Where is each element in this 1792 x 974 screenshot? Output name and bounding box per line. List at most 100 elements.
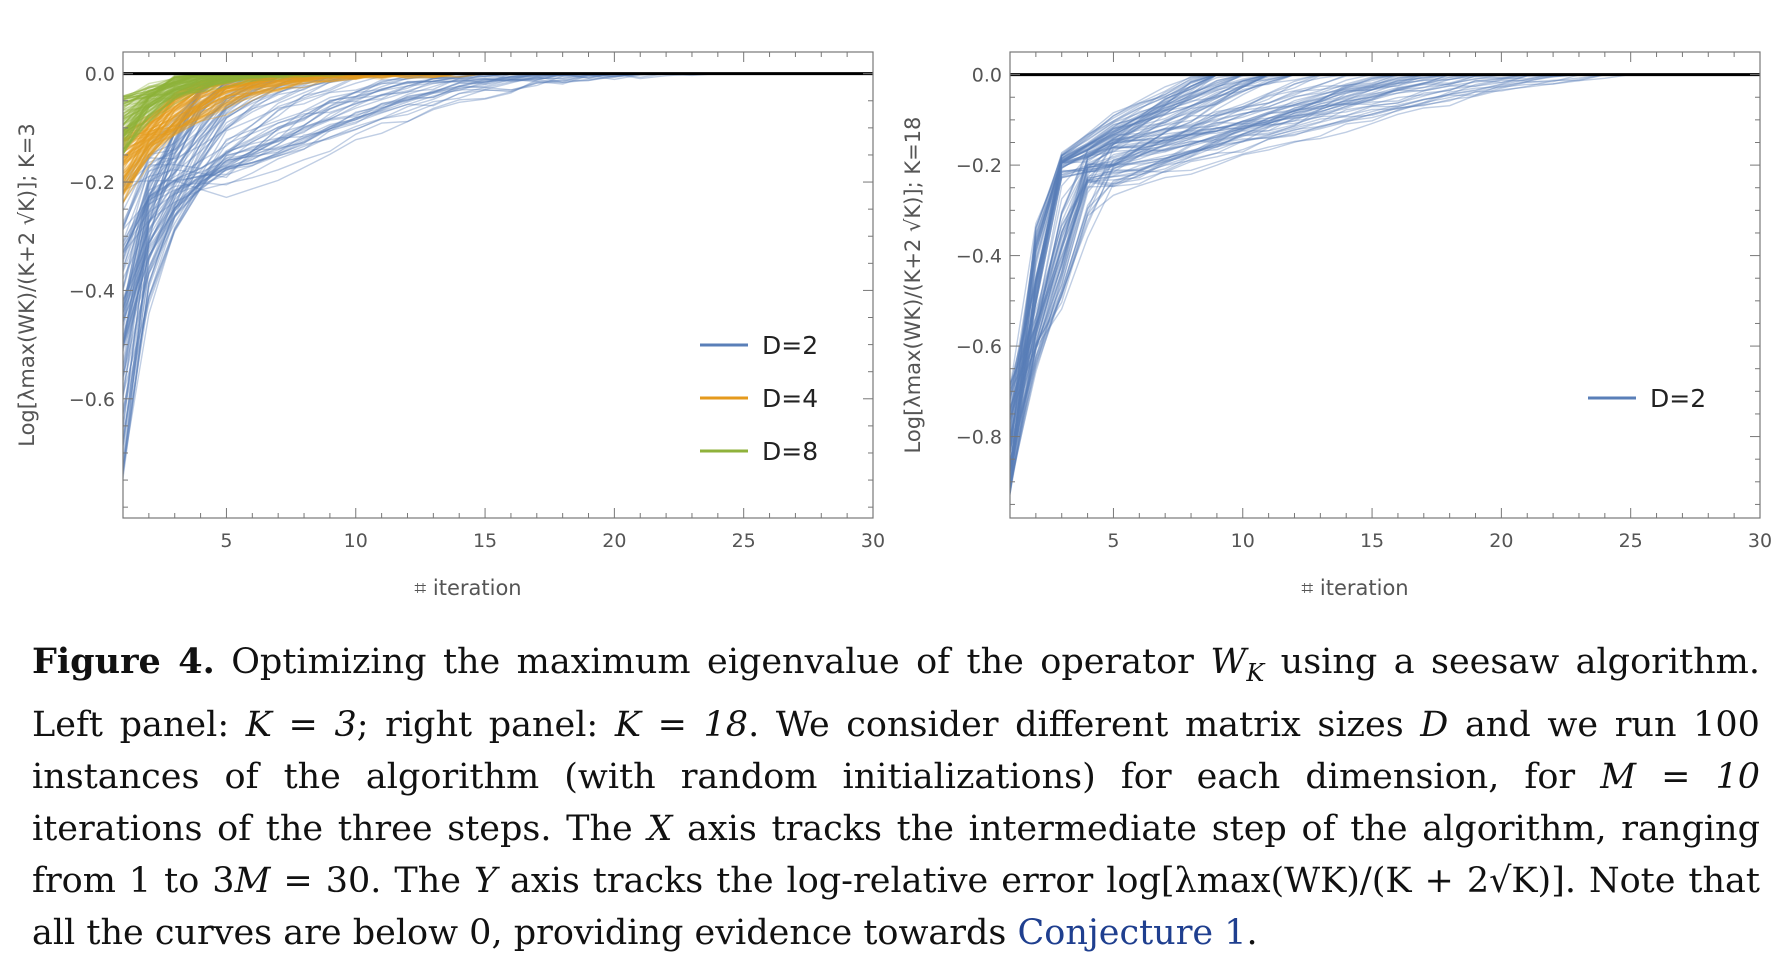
series-line-D=2	[123, 73, 873, 344]
series-line-D=2	[123, 73, 873, 436]
caption-math-m: M	[234, 861, 271, 901]
x-tick-label: 30	[861, 530, 885, 552]
series-line-D=2	[123, 72, 873, 302]
caption-math-y: Y	[473, 861, 498, 901]
series-line-D=2	[123, 73, 873, 440]
series-line-D=2	[123, 73, 873, 415]
caption-text: . Note that all the curves are below 0, …	[32, 861, 1760, 953]
y-tick-label: −0.4	[69, 280, 115, 302]
series-line-D=2	[123, 72, 873, 349]
y-axis-title: Log[λmax(WK)/(K+2 √K)]; K=18	[901, 117, 925, 454]
series-line-D=2	[123, 73, 873, 464]
series-line-D=2	[123, 73, 873, 348]
caption-text: .	[1246, 913, 1258, 953]
x-tick-label: 10	[1231, 530, 1255, 552]
y-tick-label: −0.6	[69, 389, 115, 411]
caption-text: using a seesaw algorithm. Left panel:	[32, 642, 1760, 745]
series-line-D=2	[123, 73, 873, 413]
series-line-D=2	[123, 73, 873, 347]
x-tick-label: 15	[473, 530, 497, 552]
series-line-D=2	[123, 73, 873, 347]
y-tick-label: −0.2	[956, 155, 1002, 177]
series-line-D=2	[123, 73, 873, 301]
caption-math-x: X	[647, 809, 673, 849]
plot-frame	[1009, 51, 1761, 519]
series-line-D=2	[123, 73, 873, 446]
series-line-D=2	[123, 73, 873, 341]
series-line-D=2	[123, 73, 873, 471]
caption-text: axis tracks the log-relative error	[510, 861, 1094, 901]
y-tick-label: −0.8	[956, 427, 1002, 449]
series-D=2	[123, 72, 873, 479]
caption-text: . We consider different matrix sizes	[748, 705, 1404, 745]
x-tick-label: 25	[1619, 530, 1643, 552]
y-tick-label: 0.0	[85, 64, 115, 86]
series-line-D=2	[123, 73, 873, 322]
series-line-D=2	[123, 73, 873, 339]
x-tick-label: 20	[602, 530, 626, 552]
plot-frame	[122, 51, 874, 519]
x-tick-label: 5	[1107, 530, 1119, 552]
series-line-D=2	[123, 73, 873, 299]
series-D=2	[1010, 73, 1760, 495]
x-tick-label: 30	[1748, 530, 1772, 552]
legend: D=2 D=4 D=8	[700, 331, 818, 466]
caption-math-m10: M = 10	[1600, 757, 1760, 797]
legend-label-D=8: D=8	[762, 437, 818, 466]
series-line-D=2	[123, 73, 873, 352]
x-axis-title: ⌗ iteration	[1301, 576, 1408, 600]
caption-math-d: D	[1420, 705, 1449, 745]
caption-math-wk: WK	[1210, 642, 1265, 687]
conjecture-link[interactable]: Conjecture 1	[1017, 913, 1247, 953]
series-line-D=2	[123, 73, 873, 475]
x-tick-label: 25	[732, 530, 756, 552]
caption-text: ; right panel:	[356, 705, 599, 745]
series-line-D=2	[123, 73, 873, 343]
caption-text: iterations of the three steps. The	[32, 809, 633, 849]
legend: D=2	[1588, 384, 1706, 413]
series-line-D=2	[123, 72, 873, 302]
caption-math-k3: K = 3	[245, 705, 357, 745]
series-line-D=2	[123, 73, 873, 323]
series-line-D=2	[123, 73, 873, 420]
x-tick-label: 15	[1360, 530, 1384, 552]
series-line-D=2	[123, 73, 873, 472]
y-tick-label: −0.6	[956, 336, 1002, 358]
chart-panel-1: 5 10 15 20 25 30 0.0 −0.2 −0.4 −0.6 ⌗ iteration Log…	[15, 51, 885, 600]
series-line-D=2	[123, 73, 873, 445]
series-line-D=2	[123, 73, 873, 455]
y-axis-title: Log[λmax(WK)/(K+2 √K)]; K=3	[15, 123, 39, 447]
caption-text: = 30. The	[283, 861, 461, 901]
legend-label-D=2: D=2	[762, 331, 818, 360]
caption-math-k18: K = 18	[614, 705, 749, 745]
plot-area	[123, 72, 873, 479]
legend-label-D=2: D=2	[1650, 384, 1706, 413]
series-line-D=2	[123, 72, 873, 470]
y-tick-label: −0.2	[69, 172, 115, 194]
y-tick-label: 0.0	[972, 65, 1002, 87]
series-line-D=2	[123, 72, 873, 463]
series-line-D=2	[123, 73, 873, 342]
caption-text: axis tracks the intermediate step of the…	[32, 809, 1760, 901]
series-line-D=2	[123, 73, 873, 346]
caption-text: and we run 100 instances of the algorith…	[32, 705, 1760, 797]
series-line-D=2	[123, 72, 873, 323]
caption-label: Figure 4.	[32, 641, 215, 682]
x-tick-label: 10	[344, 530, 368, 552]
legend-label-D=4: D=4	[762, 384, 818, 413]
y-tick-label: −0.4	[956, 246, 1002, 268]
series-line-D=2	[123, 73, 873, 446]
x-axis-title: ⌗ iteration	[414, 576, 521, 600]
x-tick-label: 20	[1489, 530, 1513, 552]
series-line-D=2	[123, 72, 873, 346]
plot-area	[1010, 73, 1760, 495]
caption-formula: log[λmax(WK)/(K + 2√K)]	[1106, 861, 1565, 901]
series-line-D=2	[123, 73, 873, 479]
series-line-D=2	[123, 73, 873, 475]
caption-text: Optimizing the maximum eigenvalue of the…	[231, 642, 1194, 682]
x-tick-label: 5	[220, 530, 232, 552]
figure: 5 10 15 20 25 30 0.0 −0.2 −0.4 −0.6 ⌗ iteration Log…	[15, 51, 1772, 600]
series-line-D=2	[123, 72, 873, 410]
chart-figure: 5 10 15 20 25 30 0.0 −0.2 −0.4 −0.6 ⌗ iteration Log…	[15, 51, 1772, 600]
series-line-D=2	[123, 72, 873, 347]
